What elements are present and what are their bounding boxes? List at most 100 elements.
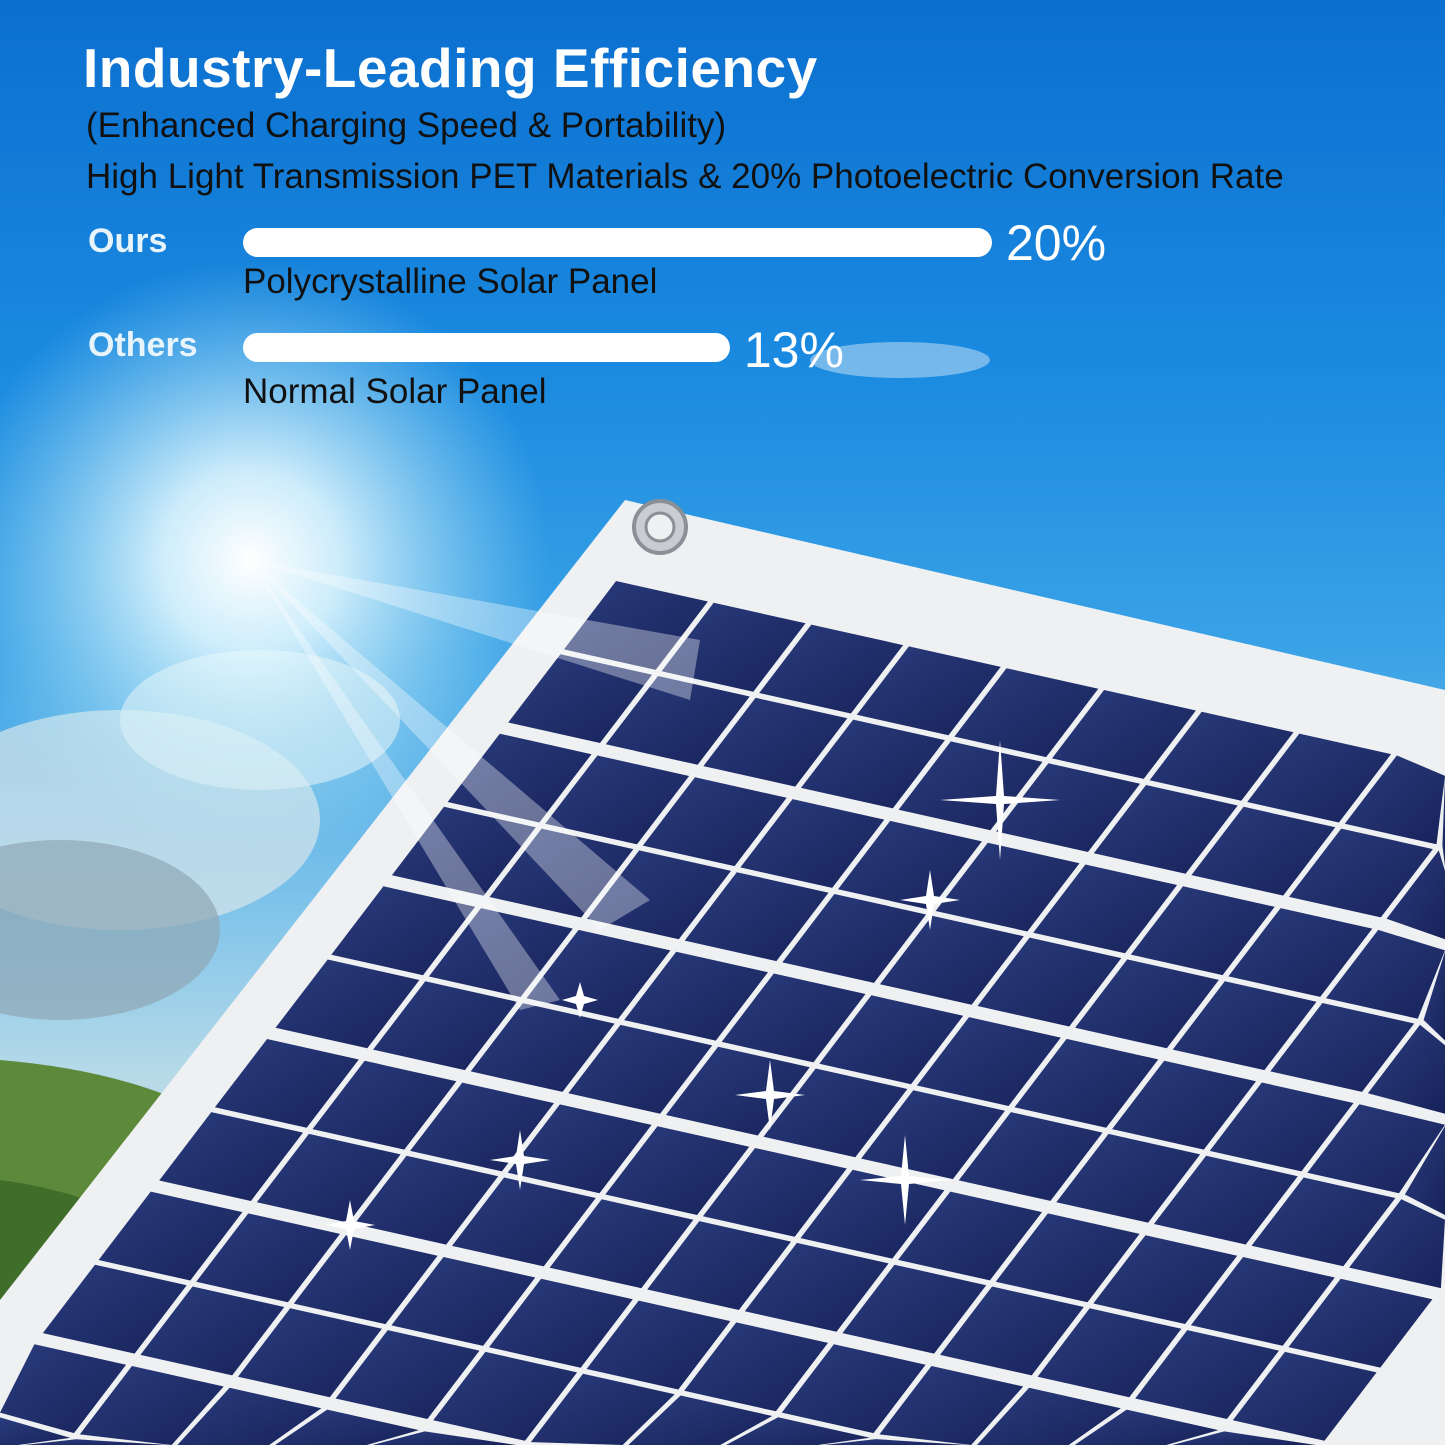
solar-cell [954,668,1099,758]
tagline: High Light Transmission PET Materials & … [86,157,1284,196]
solar-cell [1386,850,1445,940]
solar-cell [823,1439,968,1445]
solar-cell [275,959,420,1049]
solar-cell [0,1417,71,1445]
solar-cell [1251,1177,1396,1267]
efficiency-value: 13% [743,322,844,378]
solar-cell [1130,886,1275,976]
sparkle-icon [735,1060,805,1130]
solar-cell [433,1351,578,1441]
solar-cell [0,1344,127,1434]
solar-cell [996,763,1141,852]
solar-cell [1326,929,1445,1019]
solar-cell [508,654,653,743]
solar-cell [935,842,1080,932]
sparkle-icon [860,1135,950,1225]
solar-cell [726,1417,870,1445]
solar-cell [898,1191,1042,1281]
solar-cell [1056,1133,1201,1223]
solar-cell [995,1213,1140,1303]
solar-cell [1037,1308,1182,1398]
solar-cell [940,1286,1084,1376]
solar-cell [1191,806,1336,896]
solar-cell [470,1003,615,1092]
solar-cell [1074,1409,1219,1445]
solar-cell [24,1439,168,1445]
solar-cell [819,995,964,1085]
solar-cell [1093,1235,1238,1324]
solar-cell [214,1039,359,1128]
solar-cell [1172,981,1317,1071]
solar-cell [587,850,731,940]
solar-cell [1093,785,1238,874]
solar-cell [1135,1330,1279,1419]
solar-cell [428,908,573,997]
sparkle-icons [325,740,1060,1250]
subtitle: (Enhanced Charging Speed & Portability) [86,106,727,145]
solar-cell [861,1090,1005,1180]
sparkle-icon [562,982,598,1018]
solar-cell [740,799,885,888]
solar-cell [782,894,927,983]
solar-cell [312,1060,457,1150]
solar-cell [545,755,690,845]
solar-cells [0,581,1445,1445]
solar-cell [196,1213,340,1303]
solar-cell [1075,959,1219,1049]
efficiency-value: 20% [1006,215,1107,271]
page-title: Industry-Leading Efficiency [83,37,818,99]
solar-cell [489,828,634,918]
solar-cell [373,981,517,1071]
solar-cell [624,951,768,1041]
solar-cell [586,1300,731,1390]
solar-cell [703,697,848,787]
solar-cell [372,1431,517,1445]
solar-cell [1052,690,1196,779]
solar-cell [1228,908,1373,997]
solar-cell [1442,777,1445,867]
solar-cell [605,1126,750,1215]
solar-cell [647,1221,791,1310]
solar-cell [1404,1126,1445,1215]
solar-cell [801,719,945,809]
solar-cell [1172,1431,1316,1445]
solar-cell [665,1046,810,1136]
solar-cell [661,602,806,692]
row-label: Others [88,326,198,364]
solar-cell [526,929,671,1019]
solar-cell [628,1395,773,1445]
solar-cell [293,1235,438,1325]
solar-cell [452,1177,596,1267]
sun-glow [0,260,550,860]
sparkle-icon [900,870,960,930]
solar-cell [958,1112,1103,1201]
sparkle-icon [490,1130,550,1190]
solar-cell [1014,1038,1159,1128]
solar-cell [159,1112,303,1201]
solar-cell [759,624,904,714]
solar-cell [763,1068,908,1158]
solar-cell [1349,1199,1445,1289]
row-label: Ours [88,222,168,260]
solar-cell [744,1242,889,1332]
solar-cell [1367,1024,1445,1114]
solar-cell [605,676,750,765]
solar-cell [98,1191,243,1281]
solar-cell [1209,1082,1354,1172]
solar-cell [977,937,1122,1027]
solar-cell [391,806,536,896]
solar-cell [1423,951,1445,1041]
solar-cell [781,1344,926,1434]
solar-cell [684,872,829,962]
solar-cell [1033,864,1178,954]
solar-cell [335,1330,480,1419]
sparkle-icon [325,1200,375,1250]
solar-cell [977,1387,1121,1445]
solar-cell [177,1387,322,1445]
solar-cell [530,1373,675,1445]
solar-cell [856,646,1001,736]
solar-cell [1153,1155,1298,1245]
solar-cell [702,1148,847,1237]
solar-cell [1232,1351,1377,1441]
